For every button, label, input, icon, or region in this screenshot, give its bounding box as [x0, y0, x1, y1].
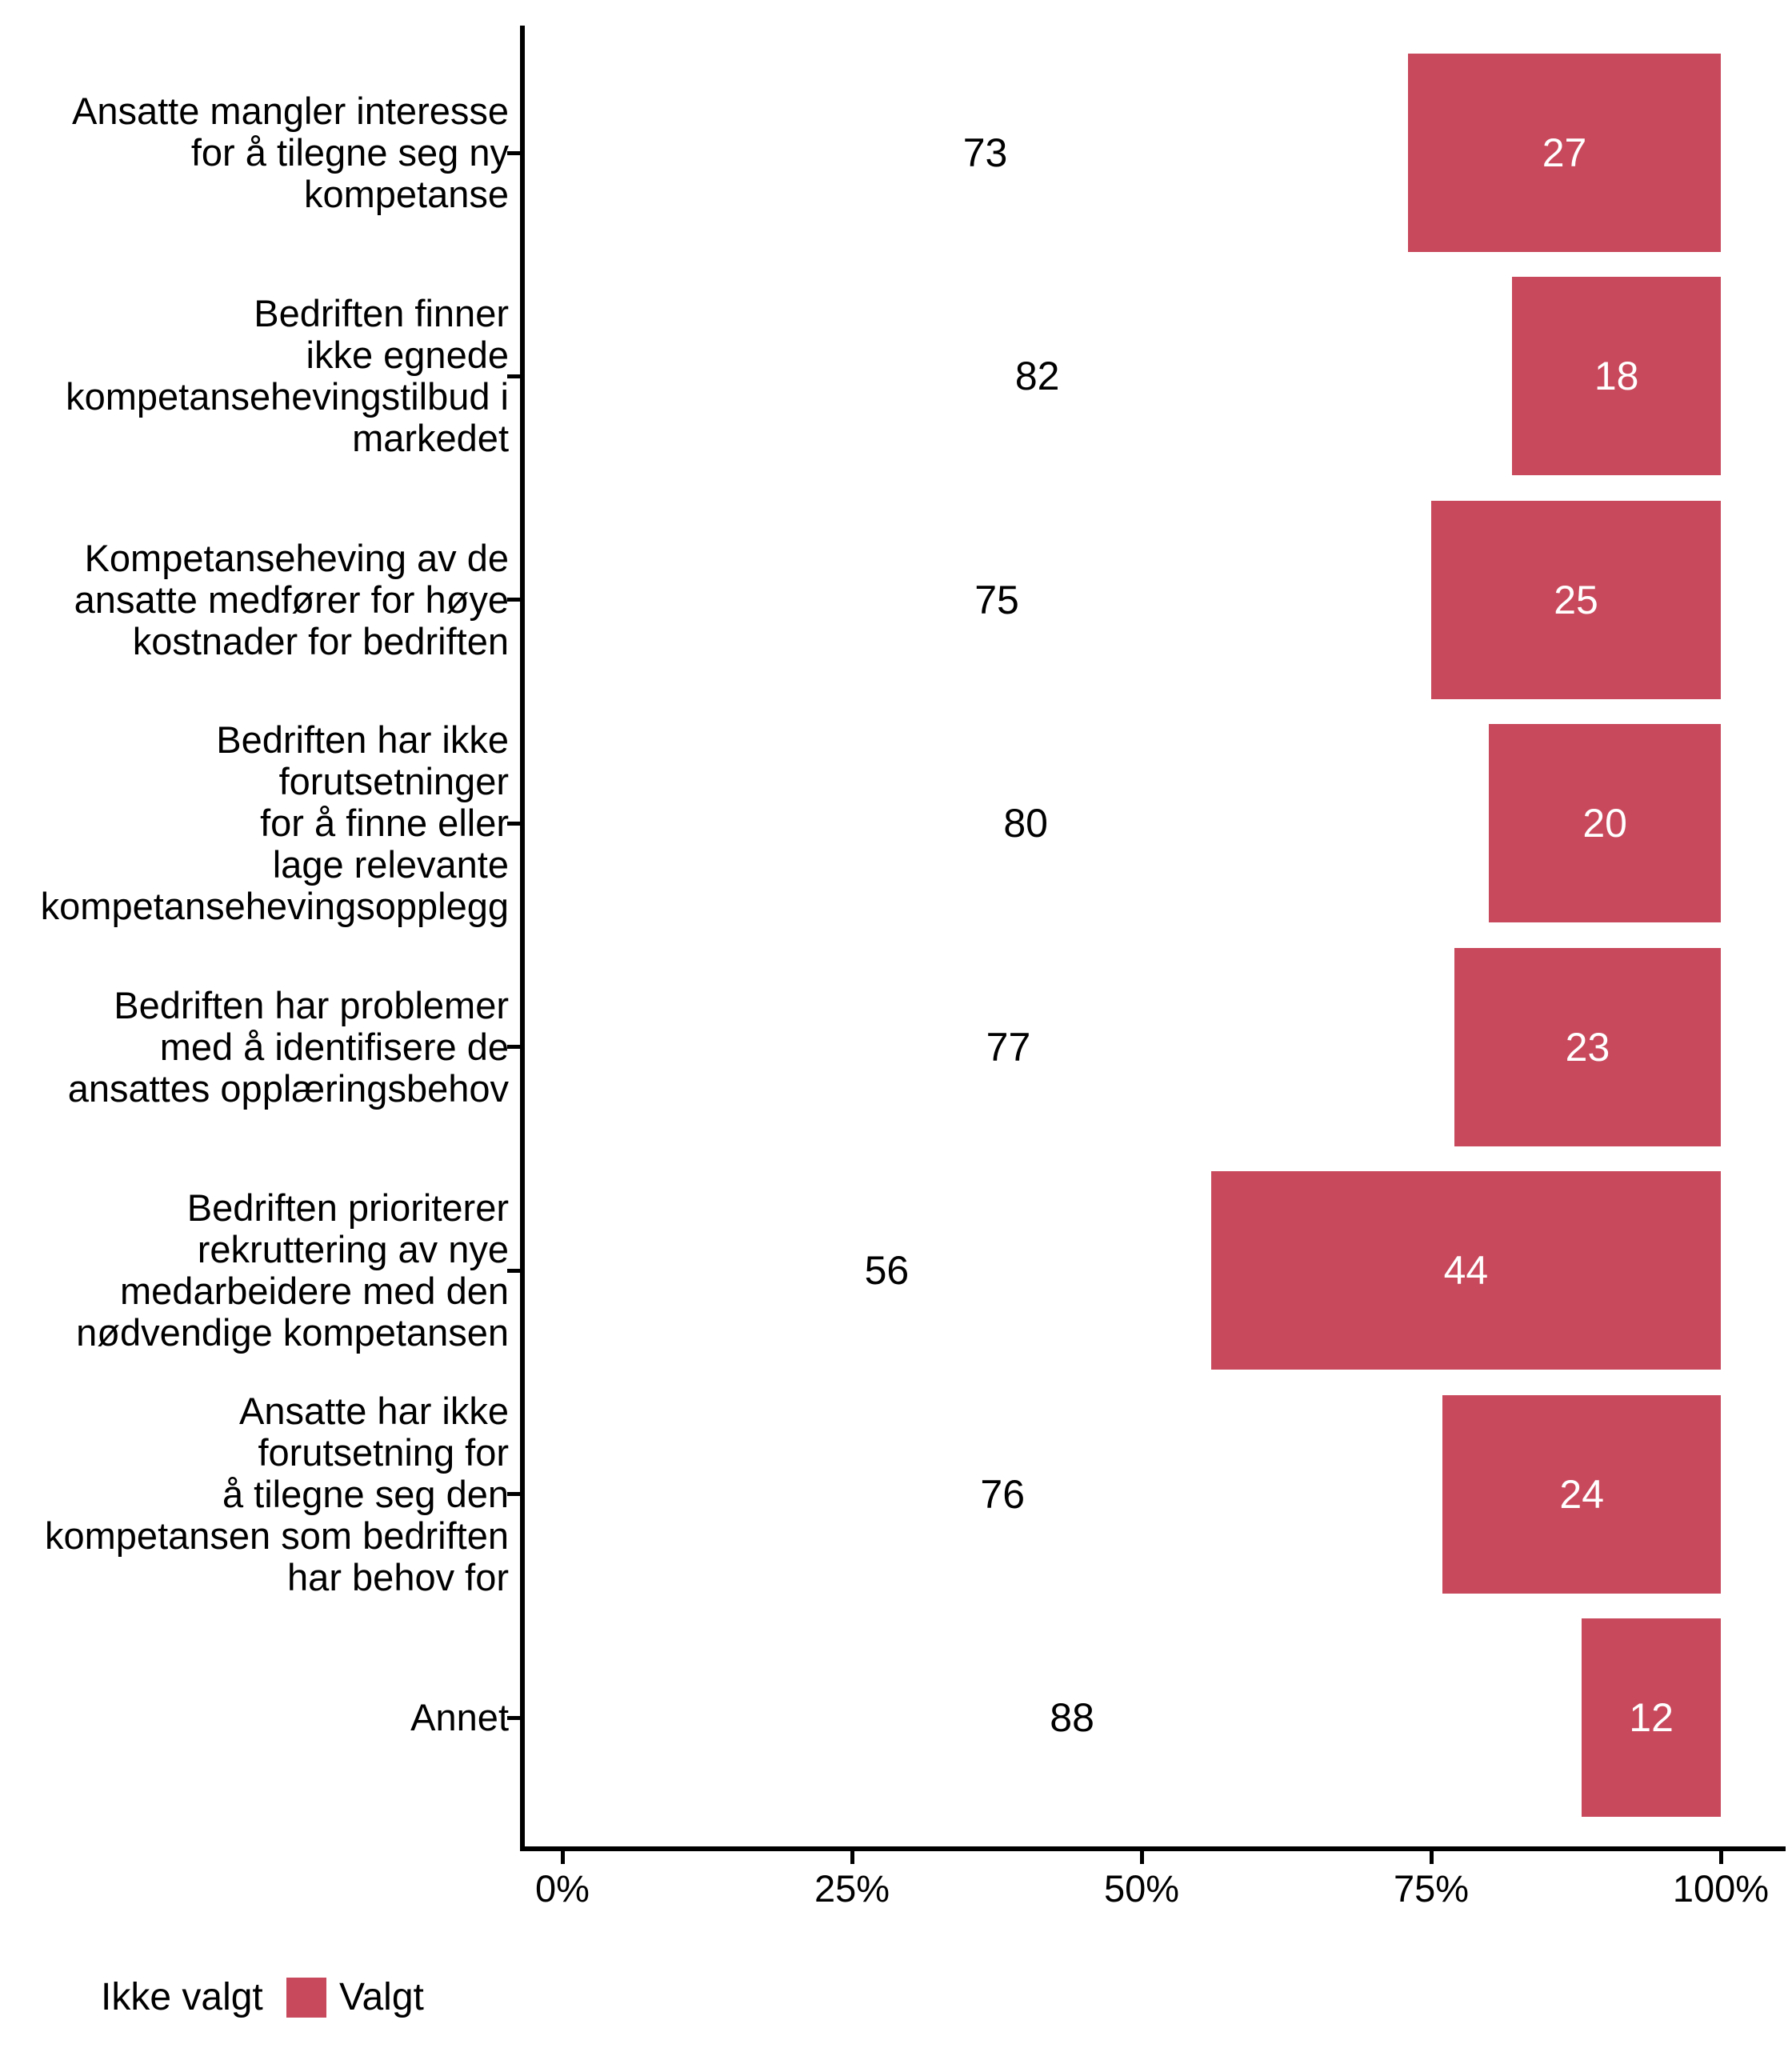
value-label-valgt: 23: [1565, 1024, 1610, 1070]
x-axis-line: [520, 1846, 1786, 1851]
bar-segment-valgt: 12: [1582, 1618, 1721, 1817]
y-axis-tick: [507, 374, 520, 378]
x-axis-tick: [1139, 1851, 1144, 1864]
bar-segment-valgt: 23: [1454, 947, 1721, 1146]
y-axis-tick: [507, 1492, 520, 1497]
bar-segment-ikke-valgt: 73: [562, 54, 1409, 252]
x-axis-tick: [560, 1851, 565, 1864]
y-axis-line: [520, 26, 525, 1851]
y-axis-tick: [507, 1268, 520, 1273]
x-axis-tick: [850, 1851, 854, 1864]
legend-key-valgt: [286, 1978, 326, 2018]
y-axis-tick: [507, 1045, 520, 1050]
category-label: Ansatte har ikke forutsetning for å tile…: [45, 1389, 509, 1598]
bar-segment-valgt: 44: [1210, 1171, 1721, 1370]
bar-segment-valgt: 24: [1442, 1394, 1721, 1594]
value-label-ikke-valgt: 76: [980, 1471, 1026, 1517]
bar-segment-ikke-valgt: 56: [562, 1171, 1211, 1370]
x-axis-tick-label: 50%: [1103, 1867, 1180, 1910]
value-label-ikke-valgt: 77: [986, 1024, 1031, 1070]
category-label: Bedriften finner ikke egnede kompetanseh…: [66, 292, 509, 460]
x-axis-tick-label: 25%: [814, 1867, 890, 1910]
x-axis-tick: [1718, 1851, 1723, 1864]
value-label-valgt: 44: [1443, 1248, 1489, 1294]
bar-segment-ikke-valgt: 88: [562, 1618, 1582, 1817]
y-axis-tick: [507, 1715, 520, 1720]
bar-segment-ikke-valgt: 75: [562, 500, 1431, 699]
legend-key-ikke-valgt: [50, 1978, 90, 2018]
bar-segment-ikke-valgt: 80: [562, 724, 1490, 923]
value-label-ikke-valgt: 80: [1003, 801, 1048, 846]
bar-segment-ikke-valgt: 77: [562, 947, 1454, 1146]
category-label: Bedriften har problemer med å identifise…: [67, 983, 509, 1110]
value-label-valgt: 20: [1582, 801, 1627, 846]
x-axis-tick-label: 75%: [1393, 1867, 1470, 1910]
category-label: Annet: [410, 1696, 509, 1738]
value-label-ikke-valgt: 88: [1050, 1695, 1094, 1740]
value-label-valgt: 18: [1594, 354, 1639, 399]
bar-segment-valgt: 27: [1408, 54, 1721, 252]
value-label-ikke-valgt: 73: [962, 130, 1008, 175]
legend-label-ikke-valgt: Ikke valgt: [101, 1976, 263, 2018]
bar-segment-ikke-valgt: 82: [562, 277, 1513, 476]
category-label: Kompetanseheving av de ansatte medfører …: [74, 536, 509, 662]
y-axis-tick: [507, 821, 520, 826]
x-axis-tick-label: 100%: [1672, 1867, 1770, 1910]
y-axis-tick: [507, 150, 520, 155]
value-label-ikke-valgt: 75: [974, 577, 1019, 622]
value-label-ikke-valgt: 82: [1014, 354, 1060, 399]
value-label-ikke-valgt: 56: [864, 1248, 910, 1294]
bar-segment-valgt: 18: [1512, 277, 1721, 476]
bar-segment-valgt: 25: [1431, 500, 1721, 699]
value-label-valgt: 12: [1629, 1695, 1674, 1740]
category-label: Ansatte mangler interesse for å tilegne …: [71, 90, 509, 215]
x-axis-tick-label: 0%: [535, 1867, 590, 1910]
legend-label-valgt: Valgt: [339, 1976, 424, 2018]
category-label: Bedriften prioriterer rekruttering av ny…: [76, 1186, 509, 1354]
category-label: Bedriften har ikke forutsetninger for å …: [40, 718, 509, 928]
bar-segment-valgt: 20: [1489, 724, 1721, 923]
value-label-valgt: 24: [1559, 1471, 1605, 1517]
value-label-valgt: 25: [1554, 577, 1598, 622]
x-axis-tick: [1429, 1851, 1434, 1864]
value-label-valgt: 27: [1542, 130, 1587, 175]
y-axis-tick: [507, 598, 520, 602]
bar-segment-ikke-valgt: 76: [562, 1394, 1443, 1594]
